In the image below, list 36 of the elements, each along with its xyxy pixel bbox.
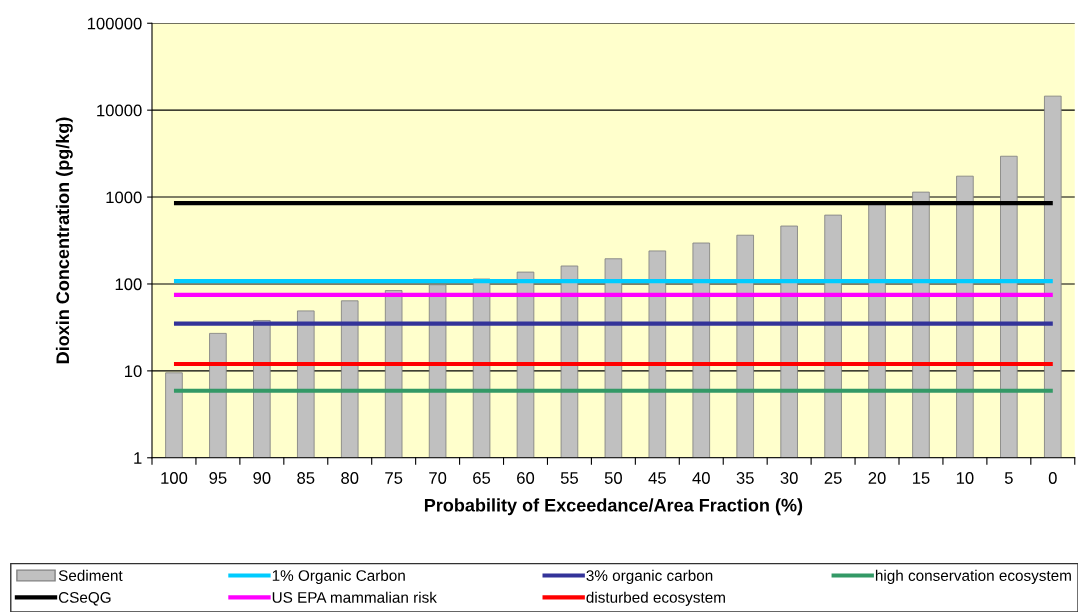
- legend-label: US EPA mammalian risk: [272, 591, 437, 603]
- legend-label: disturbed ecosystem: [586, 591, 725, 606]
- x-tick-label: 95: [209, 472, 227, 484]
- legend-label: 1% Organic Carbon: [272, 569, 405, 585]
- y-tick-label: 1: [134, 452, 142, 464]
- x-tick-label: 90: [253, 472, 271, 484]
- x-tick-label: 10: [956, 472, 974, 484]
- legend-label: CSeQG: [58, 592, 111, 606]
- y-tick-label: 100: [115, 278, 142, 291]
- x-tick-label: 30: [780, 472, 798, 484]
- y-axis-title: Dioxin Concentration (pg/kg): [55, 117, 73, 364]
- x-tick-label: 15: [912, 472, 930, 484]
- x-tick-label: 5: [1004, 472, 1013, 484]
- x-tick-label: 70: [429, 472, 447, 484]
- y-tick-label: 10000: [97, 104, 142, 117]
- x-tick-label: 55: [560, 472, 579, 484]
- x-tick-label: 45: [648, 472, 666, 484]
- legend-label: high conservation ecosystem: [875, 569, 1071, 585]
- x-tick-label: 85: [297, 472, 315, 484]
- x-tick-label: 40: [692, 472, 710, 484]
- x-tick-label: 0: [1048, 472, 1057, 484]
- legend-label: Sediment: [58, 569, 123, 581]
- x-tick-label: 80: [341, 472, 359, 484]
- x-tick-label: 100: [161, 472, 188, 484]
- y-tick-label: 10: [125, 365, 142, 378]
- y-tick-label: 100000: [87, 17, 142, 30]
- x-tick-label: 50: [604, 472, 622, 484]
- x-axis-title: Probability of Exceedance/Area Fraction (%): [424, 498, 803, 516]
- legend-label: 3% organic carbon: [586, 569, 713, 585]
- x-tick-label: 35: [736, 472, 754, 484]
- x-tick-label: 60: [517, 472, 535, 484]
- x-tick-label: 75: [385, 472, 403, 484]
- x-tick-label: 25: [824, 472, 842, 484]
- y-tick-label: 1000: [106, 191, 142, 204]
- x-tick-label: 65: [473, 472, 491, 484]
- x-tick-label: 20: [868, 472, 886, 484]
